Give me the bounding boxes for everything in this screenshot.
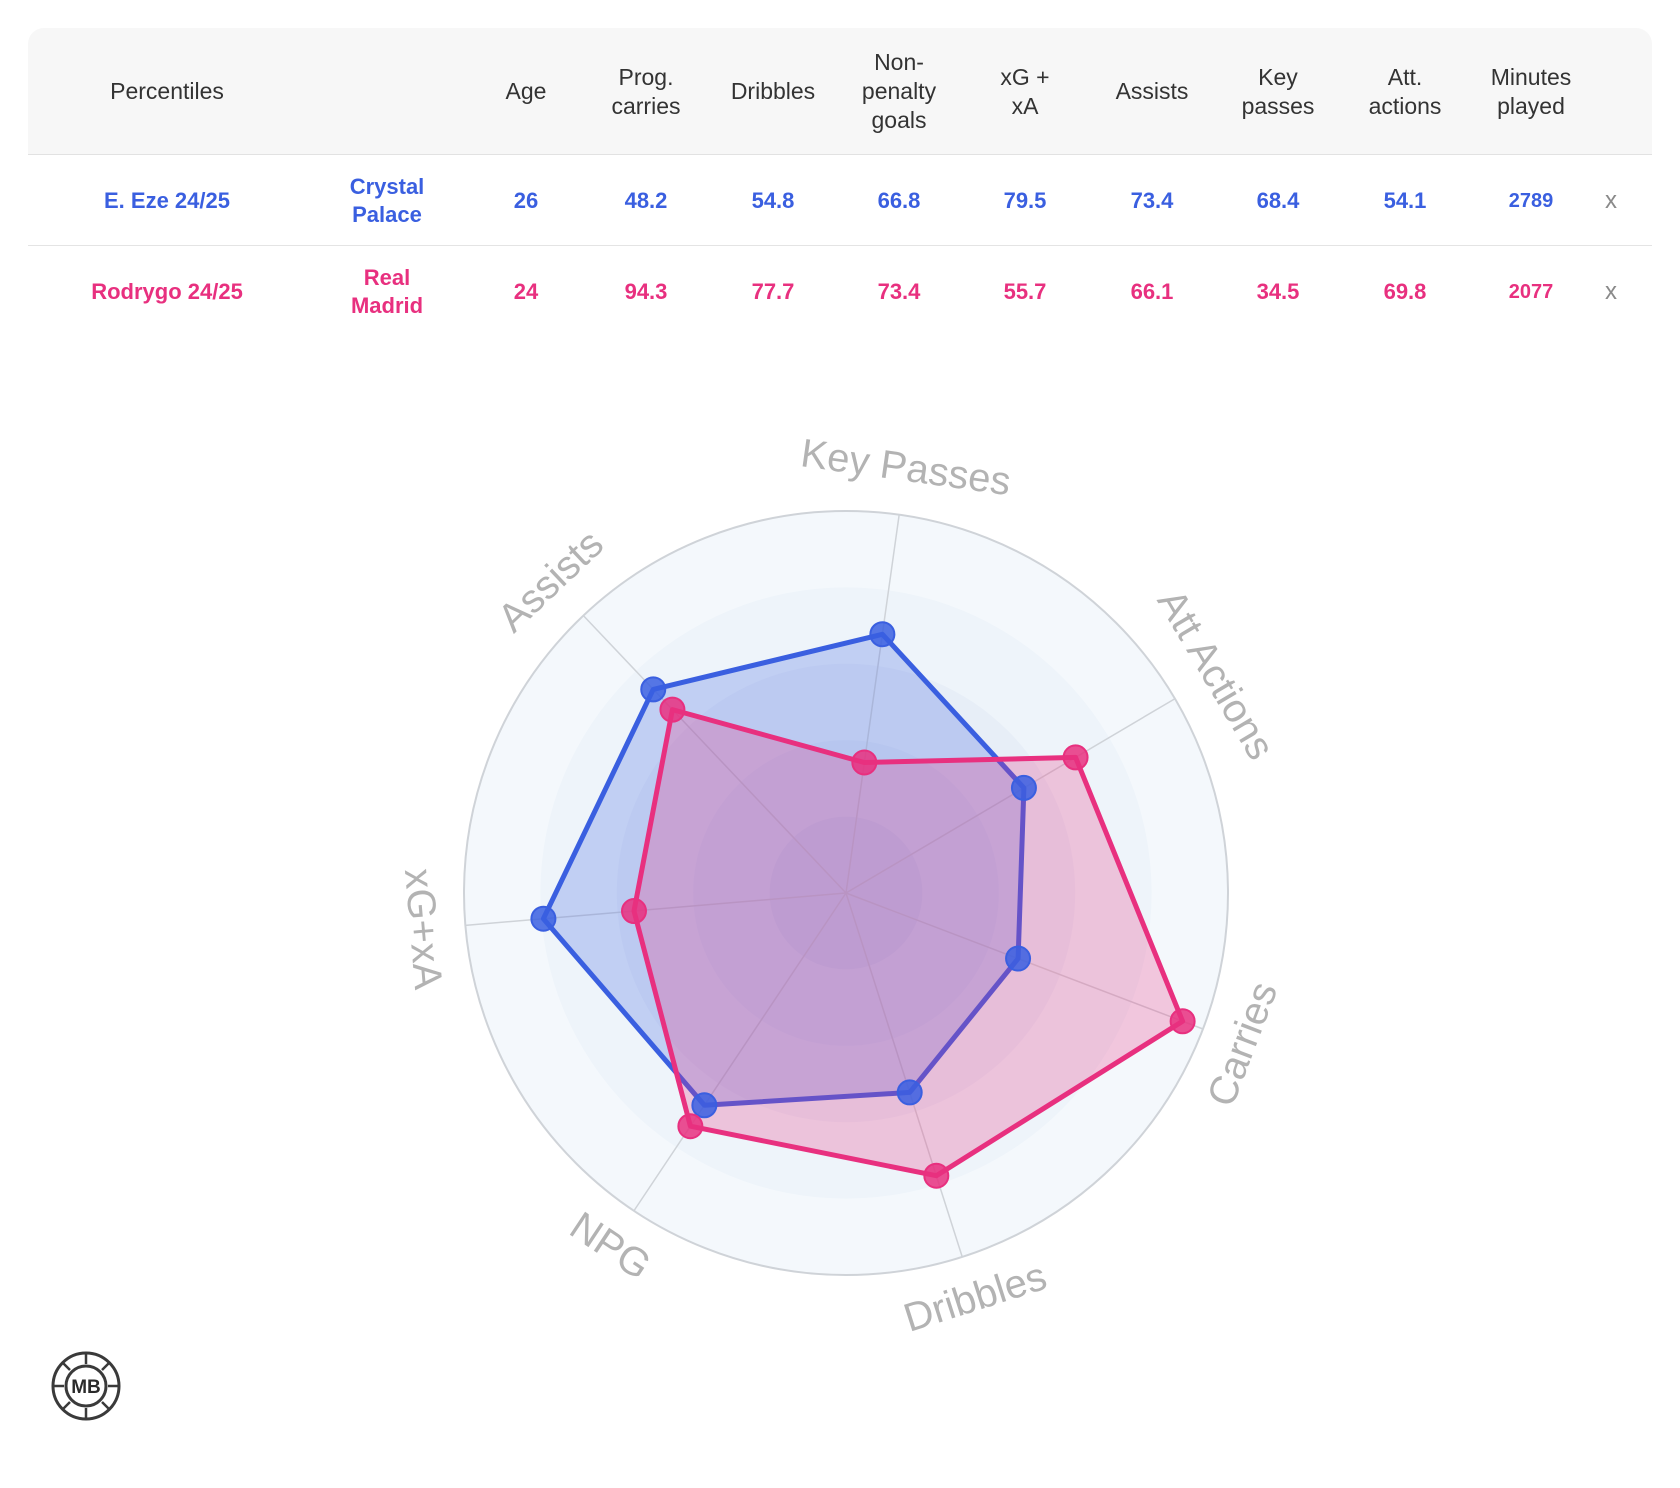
- axis-label: xG+xA: [396, 867, 450, 992]
- radar-band: [464, 511, 1228, 1275]
- player-name[interactable]: Rodrygo 24/25: [91, 278, 243, 304]
- value-prog-carries: 48.2: [624, 187, 668, 213]
- header-percentiles: Percentiles: [110, 78, 224, 104]
- value-prog-carries: 94.3: [624, 278, 668, 304]
- axis-label: NPG: [562, 1204, 659, 1289]
- team-name: Real Madrid: [350, 264, 424, 318]
- header-key-passes: Key passes: [1241, 63, 1315, 119]
- radar-band: [769, 816, 923, 970]
- player-name[interactable]: E. Eze 24/25: [104, 187, 230, 213]
- header-assists: Assists: [1115, 78, 1189, 104]
- header-prog-carries: Prog. carries: [611, 63, 681, 119]
- table-header-row: Percentiles Age Prog. carries Dribbles N…: [28, 28, 1652, 155]
- axis-label: Dribbles: [899, 1254, 1052, 1341]
- data-point[interactable]: [851, 749, 878, 776]
- header-dribbles: Dribbles: [730, 78, 816, 104]
- radar-spoke: [845, 698, 1176, 894]
- radar-band: [540, 587, 1152, 1199]
- value-key-passes: 68.4: [1256, 187, 1300, 213]
- data-point[interactable]: [659, 696, 686, 723]
- radar-spoke: [465, 892, 847, 927]
- radar-outer-ring: [463, 510, 1229, 1276]
- mb-logo: MB: [51, 1351, 121, 1421]
- header-minutes-played: Minutes played: [1490, 63, 1572, 119]
- percentiles-table: Percentiles Age Prog. carries Dribbles N…: [28, 28, 1652, 337]
- logo-ball-lines: [53, 1353, 119, 1419]
- axis-label: Att Actions: [1149, 582, 1283, 767]
- value-minutes-played: 2077: [1508, 280, 1554, 303]
- header-xg-xa: xG + xA: [1000, 63, 1050, 119]
- radar-spoke: [845, 514, 900, 894]
- team-name: Crystal Palace: [349, 173, 425, 227]
- remove-player-button[interactable]: x: [1605, 186, 1617, 214]
- data-point[interactable]: [896, 1079, 923, 1106]
- value-att-actions: 69.8: [1383, 278, 1427, 304]
- value-non-penalty-goals: 66.8: [877, 187, 921, 213]
- axis-label: Key Passes: [798, 431, 1013, 504]
- value-att-actions: 54.1: [1383, 187, 1427, 213]
- data-point[interactable]: [640, 676, 667, 703]
- value-key-passes: 34.5: [1256, 278, 1300, 304]
- radar-spoke: [845, 892, 963, 1258]
- axis-label: Carries: [1199, 976, 1286, 1112]
- data-point[interactable]: [677, 1113, 704, 1140]
- value-xg-xa: 79.5: [1003, 187, 1047, 213]
- data-point[interactable]: [530, 905, 557, 932]
- data-point[interactable]: [1169, 1008, 1196, 1035]
- data-point[interactable]: [869, 621, 896, 648]
- data-point[interactable]: [620, 898, 647, 925]
- table-row: E. Eze 24/25 Crystal Palace 26 48.2 54.8…: [28, 155, 1652, 246]
- value-xg-xa: 55.7: [1003, 278, 1047, 304]
- series-area: [540, 631, 1027, 1108]
- value-assists: 66.1: [1130, 278, 1174, 304]
- logo-text: MB: [71, 1377, 101, 1398]
- radar-spoke: [633, 892, 847, 1212]
- radar-band: [693, 740, 999, 1046]
- data-point[interactable]: [1010, 774, 1037, 801]
- value-dribbles: 77.7: [751, 278, 795, 304]
- header-att-actions: Att. actions: [1368, 63, 1442, 119]
- value-minutes-played: 2789: [1508, 189, 1554, 212]
- remove-player-button[interactable]: x: [1605, 277, 1617, 305]
- logo-inner-ring: [64, 1364, 108, 1408]
- radar-spoke: [582, 615, 847, 894]
- data-point[interactable]: [1062, 744, 1089, 771]
- value-age: 24: [513, 278, 539, 304]
- axis-label: Assists: [490, 522, 612, 641]
- value-age: 26: [513, 187, 539, 213]
- value-dribbles: 54.8: [751, 187, 795, 213]
- value-assists: 73.4: [1130, 187, 1174, 213]
- value-non-penalty-goals: 73.4: [877, 278, 921, 304]
- data-point[interactable]: [1005, 945, 1032, 972]
- header-age: Age: [505, 78, 547, 104]
- header-non-penalty-goals: Non-penalty goals: [861, 49, 937, 133]
- data-point[interactable]: [691, 1092, 718, 1119]
- radar-band: [616, 663, 1076, 1123]
- table-row: Rodrygo 24/25 Real Madrid 24 94.3 77.7 7…: [28, 246, 1652, 337]
- data-point[interactable]: [923, 1162, 950, 1189]
